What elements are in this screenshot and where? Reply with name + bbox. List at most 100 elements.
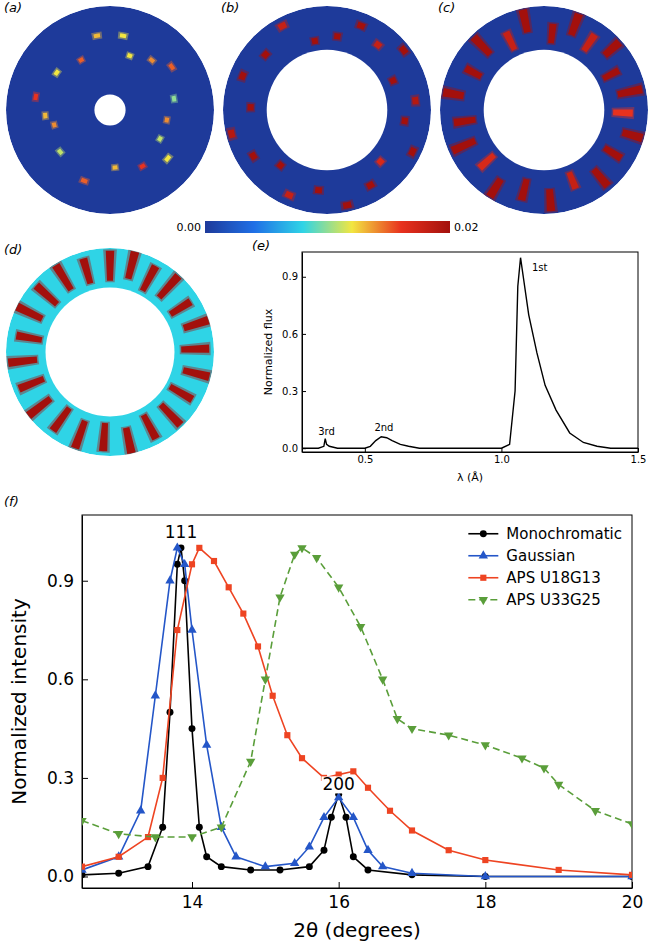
y-tick: 0.3 [282,386,306,397]
spot-halo [96,421,110,453]
spot-halo [166,382,196,406]
spot-halo [544,187,558,212]
spot-halo [91,32,102,41]
y-tick-label: 0.9 [47,571,74,591]
spot-halo [77,256,96,287]
spot-halo [274,159,287,172]
plot-frame [82,515,632,888]
spot [140,264,159,292]
spot [183,316,210,331]
y-tick: 0.9 [282,271,306,282]
spot [120,33,127,38]
series-marker [270,693,276,699]
series-marker [255,643,261,649]
spot [33,93,38,100]
y-tick: 0.6 [47,669,88,689]
series-marker [387,808,393,814]
spot-halo [374,155,387,168]
panel-label: (c) [438,0,455,15]
spot [17,376,45,393]
spot-halo [14,329,44,345]
spot [486,177,503,199]
colorbar-tick-label: 0.00 [177,221,202,234]
spot-halo [139,411,163,443]
spot [99,423,108,451]
series-marker [246,759,255,767]
spot [238,71,247,80]
series-marker [174,627,180,633]
axis-line [302,253,303,453]
spot [568,12,583,36]
spot-halo [156,400,186,430]
x-tick-label: 14 [182,892,204,912]
spot [80,178,87,184]
spot-halo [546,22,559,46]
spot [518,178,530,201]
annotation-text: 1st [532,262,548,273]
spot-halo [125,51,135,60]
detector-image [223,6,431,214]
x-tick: 16 [328,882,350,912]
x-tick-mark [192,882,193,888]
spot-halo [49,260,76,293]
spot [57,148,64,155]
spot [311,37,318,44]
spot [399,45,409,55]
series-marker [196,824,203,831]
annotation: 1st [531,262,549,273]
annotation: 2nd [373,422,394,433]
series-marker [277,866,284,873]
spot [602,39,622,58]
x-tick-mark [638,448,639,452]
legend-label: APS U18G13 [506,569,600,587]
series-marker [151,690,160,698]
spot [123,427,136,454]
y-tick-label: 0.3 [282,386,298,397]
series-marker [217,824,226,832]
spot-halo [515,176,532,203]
series-marker [306,863,313,870]
spot [357,21,366,30]
legend-label: Monochromatic [506,525,622,543]
image-background [6,248,214,456]
x-tick-label: 18 [475,892,497,912]
spot [16,332,43,343]
series-marker [343,814,350,821]
y-tick-label: 0.6 [47,669,74,689]
spot [93,33,100,38]
panel-label: (e) [252,238,270,253]
axis-line [83,888,633,889]
series-marker [349,812,358,820]
series-marker [261,861,270,869]
series-marker [481,742,490,750]
spot [373,40,382,49]
spot-halo [399,115,409,127]
series-marker [299,755,305,761]
plot-marks [302,258,638,448]
spot-halo [78,176,90,186]
spot [52,263,74,291]
spot-halo [118,32,129,41]
spot [26,396,53,419]
y-tick: 0.6 [282,329,306,340]
annotation-text: 3rd [318,426,335,437]
y-tick: 0.9 [47,571,88,591]
spot-halo [179,342,210,355]
series-marker [82,864,85,870]
spot [34,283,60,307]
spot-halo [138,262,162,294]
x-tick: 0.5 [357,448,373,465]
spot-halo [500,28,519,53]
legend: MonochromaticGaussianAPS U18G13APS U33G2… [468,525,622,609]
spot-halo [123,249,142,282]
annotation: 3rd [317,426,336,437]
annotation-text: 2nd [374,422,393,433]
spot-halo [51,67,62,78]
x-tick: 14 [182,882,204,912]
legend-entry: Gaussian [468,547,575,565]
legend-label: Gaussian [506,547,575,565]
spot-halo [396,42,411,58]
spot [412,97,419,105]
series-marker [116,854,122,860]
x-axis-title: 2θ (degrees) [293,918,420,942]
